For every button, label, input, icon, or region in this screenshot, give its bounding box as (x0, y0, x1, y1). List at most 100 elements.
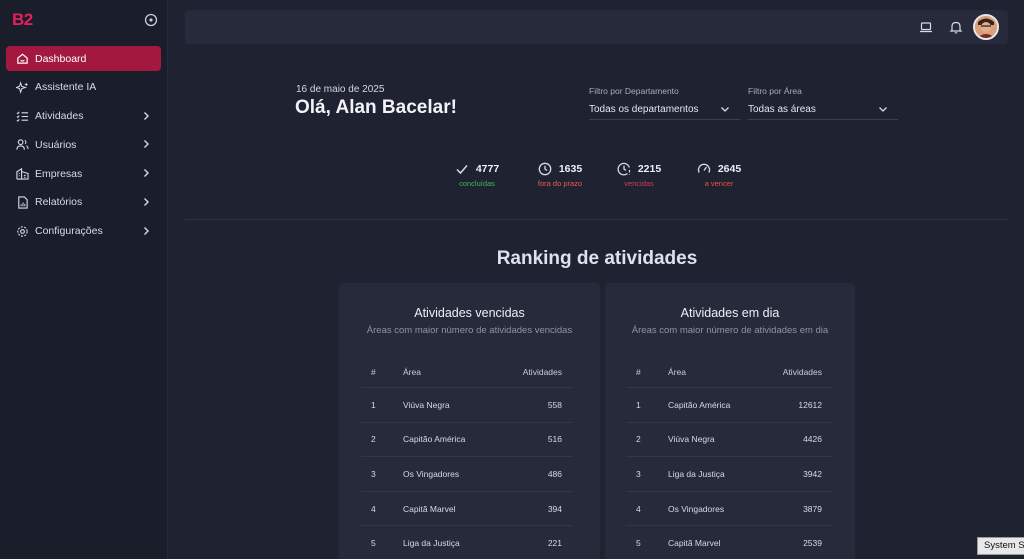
table-row: 5 Capitã Marvel 2539 (626, 526, 832, 559)
rank-cell: 1 (636, 399, 641, 410)
stat-value: 4777 (475, 163, 500, 175)
chevron-right-icon (141, 197, 151, 207)
column-header-area: Área (403, 367, 421, 377)
area-select[interactable]: Todas as áreas (748, 100, 898, 120)
sidebar-item-atividades[interactable]: Atividades (6, 104, 161, 129)
greeting-title: Olá, Alan Bacelar! (295, 97, 457, 118)
check-icon (455, 162, 469, 176)
sidebar-item-label: Dashboard (35, 52, 87, 65)
area-select-value: Todas as áreas (748, 104, 816, 115)
users-icon (16, 138, 29, 151)
chevron-down-icon (878, 104, 888, 114)
department-filter-label: Filtro por Departamento (589, 86, 679, 96)
table-row: 1 Capitão América 12612 (626, 388, 832, 423)
ranking-card-em-dia: Atividades em dia Áreas com maior número… (605, 283, 855, 559)
stat-value: 2215 (637, 163, 662, 175)
gauge-icon (697, 162, 711, 176)
chevron-right-icon (141, 111, 151, 121)
area-cell: Viúva Negra (668, 434, 715, 445)
sidebar-item-label: Configurações (35, 225, 103, 238)
department-select[interactable]: Todas os departamentos (589, 100, 740, 120)
activities-cell: 394 (547, 503, 562, 514)
area-cell: Liga da Justiça (403, 538, 460, 549)
table-row: 4 Os Vingadores 3879 (626, 492, 832, 527)
area-cell: Capitã Marvel (668, 538, 721, 549)
sidebar-item-label: Atividades (35, 110, 84, 123)
activities-cell: 3879 (803, 503, 822, 514)
avatar[interactable] (973, 14, 999, 40)
sidebar-item-label: Empresas (35, 167, 83, 180)
table-row: 2 Viúva Negra 4426 (626, 423, 832, 458)
table-row: 3 Liga da Justiça 3942 (626, 457, 832, 492)
chevron-down-icon (720, 104, 730, 114)
activities-cell: 486 (547, 468, 562, 479)
chevron-right-icon (141, 226, 151, 236)
ranking-table: # Área Atividades 1 Viúva Negra 558 2 Ca… (361, 357, 572, 559)
table-row: 3 Os Vingadores 486 (361, 457, 572, 492)
sidebar-item-label: Assistente IA (35, 81, 97, 94)
activities-cell: 558 (547, 399, 562, 410)
brand-logo[interactable]: B2 (12, 10, 33, 29)
rank-cell: 2 (371, 434, 376, 445)
column-header-area: Área (668, 367, 686, 377)
rank-cell: 5 (371, 538, 376, 549)
bell-icon[interactable] (949, 20, 963, 34)
table-row: 4 Capitã Marvel 394 (361, 492, 572, 527)
rank-cell: 3 (371, 468, 376, 479)
sidebar-item-usuarios[interactable]: Usuários (6, 132, 161, 157)
sidebar-item-dashboard[interactable]: Dashboard (6, 46, 161, 71)
area-cell: Viúva Negra (403, 399, 450, 410)
clock-alert-icon (617, 162, 631, 176)
ranking-card-vencidas: Atividades vencidas Áreas com maior núme… (339, 283, 600, 559)
area-cell: Os Vingadores (403, 468, 460, 479)
column-header-activities: Atividades (782, 367, 822, 377)
card-title: Atividades vencidas (414, 306, 525, 320)
sidebar-item-label: Relatórios (35, 196, 83, 209)
rank-cell: 2 (636, 434, 641, 445)
card-subtitle: Áreas com maior número de atividades ven… (366, 325, 573, 336)
activities-cell: 2539 (803, 538, 822, 549)
sidebar: B2 Dashboard Assistente IA Atividades Us… (0, 0, 168, 559)
area-filter-label: Filtro por Área (748, 86, 802, 96)
activities-cell: 4426 (803, 434, 822, 445)
chevron-right-icon (141, 139, 151, 149)
laptop-icon[interactable] (919, 20, 933, 34)
area-cell: Capitão América (668, 399, 731, 410)
activities-cell: 221 (547, 538, 562, 549)
stat-label: vencidas (624, 179, 654, 188)
table-header: # Área Atividades (361, 357, 572, 388)
sparkle-icon (16, 80, 29, 94)
stat-fora-do-prazo: 1635 fora do prazo (520, 162, 600, 188)
activities-cell: 516 (547, 434, 562, 445)
sidebar-item-configuracoes[interactable]: Configurações (6, 219, 161, 244)
column-header-rank: # (371, 367, 376, 377)
clock-icon (538, 162, 552, 176)
stat-vencidas: 2215 vencidas (599, 162, 679, 188)
report-icon (16, 196, 29, 209)
section-divider (185, 219, 1008, 220)
column-header-activities: Atividades (522, 367, 562, 377)
activities-cell: 12612 (798, 399, 822, 410)
sidebar-item-relatorios[interactable]: Relatórios (6, 190, 161, 215)
sidebar-item-label: Usuários (35, 138, 77, 151)
chevron-right-icon (141, 168, 151, 178)
sidebar-item-assistente-ia[interactable]: Assistente IA (6, 75, 161, 100)
collapse-sidebar-icon[interactable] (144, 13, 158, 27)
department-filter: Filtro por Departamento Todas os departa… (589, 86, 740, 120)
gear-icon (16, 225, 29, 238)
area-cell: Capitã Marvel (403, 503, 456, 514)
home-icon (16, 52, 29, 65)
stat-label: concluídas (459, 179, 495, 188)
table-header: # Área Atividades (626, 357, 832, 388)
department-select-value: Todas os departamentos (589, 104, 699, 115)
sidebar-item-empresas[interactable]: Empresas (6, 161, 161, 186)
rank-cell: 5 (636, 538, 641, 549)
table-row: 5 Liga da Justiça 221 (361, 526, 572, 559)
stat-label: a vencer (704, 179, 734, 188)
stat-value: 1635 (558, 163, 583, 175)
current-date: 16 de maio de 2025 (296, 84, 385, 95)
building-icon (16, 167, 29, 180)
area-cell: Liga da Justiça (668, 468, 725, 479)
stat-value: 2645 (717, 163, 742, 175)
area-filter: Filtro por Área Todas as áreas (748, 86, 898, 120)
